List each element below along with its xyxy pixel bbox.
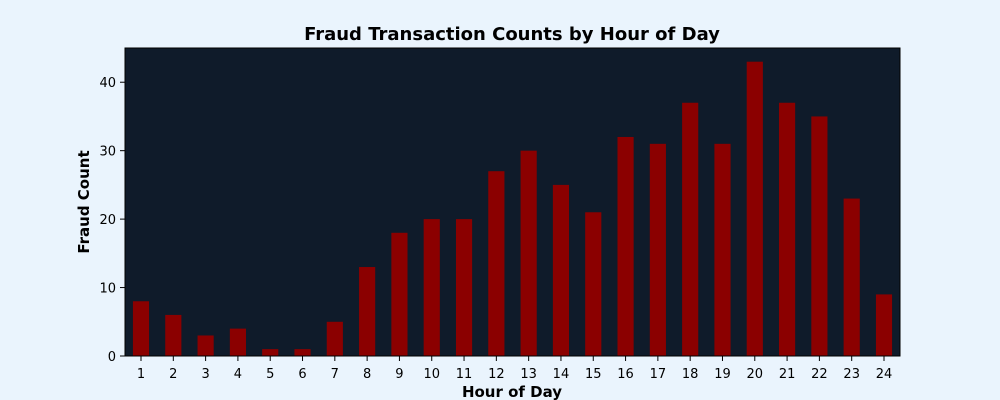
bar-hour-3 <box>197 335 214 356</box>
x-tick-label: 14 <box>553 367 570 382</box>
x-tick-label: 13 <box>520 367 537 382</box>
x-tick-label: 12 <box>488 367 505 382</box>
x-tick-label: 3 <box>201 367 209 382</box>
x-tick-label: 10 <box>423 367 440 382</box>
bar-hour-10 <box>423 219 440 356</box>
bar-hour-11 <box>455 219 473 356</box>
x-tick-label: 15 <box>585 367 602 382</box>
chart-title: Fraud Transaction Counts by Hour of Day <box>304 24 720 45</box>
x-tick-label: 17 <box>650 367 667 382</box>
x-tick-label: 11 <box>456 367 473 382</box>
bar-hour-5 <box>262 349 279 356</box>
y-axis-label: Fraud Count <box>75 150 93 253</box>
bar-hour-19 <box>714 143 731 356</box>
bar-hour-22 <box>811 116 828 356</box>
y-tick-label: 10 <box>99 282 116 297</box>
bar-hour-17 <box>649 143 666 356</box>
bars-group <box>132 61 893 356</box>
bar-hour-24 <box>875 294 893 356</box>
x-tick-label: 24 <box>876 367 893 382</box>
plot-area <box>125 48 900 356</box>
x-tick-label: 19 <box>714 367 731 382</box>
plot-frame <box>124 47 901 357</box>
x-tick-label: 23 <box>843 367 860 382</box>
x-tick-label: 7 <box>331 367 339 382</box>
bar-hour-20 <box>746 61 763 356</box>
bar-hour-4 <box>229 328 246 356</box>
bar-hour-8 <box>359 267 376 356</box>
bar-hour-13 <box>520 150 537 356</box>
y-tick-label: 30 <box>99 145 116 160</box>
bar-hour-23 <box>843 198 860 356</box>
bar-hour-1 <box>132 301 150 356</box>
bar-hour-18 <box>682 102 699 356</box>
x-tick-label: 16 <box>617 367 634 382</box>
axes-group: 1 2 3 4 5 6 7 8 9 10 11 12 13 14 15 16 17 18 19 20 21 22 23 240… <box>99 47 901 382</box>
x-tick-label: 8 <box>363 367 371 382</box>
x-tick-label: 9 <box>395 367 403 382</box>
x-tick-label: 4 <box>234 367 242 382</box>
x-tick-label: 2 <box>169 367 177 382</box>
y-tick-label: 40 <box>99 76 116 91</box>
bar-hour-9 <box>391 232 408 356</box>
bar-hour-2 <box>165 314 182 356</box>
bar-hour-21 <box>779 102 796 356</box>
x-tick-label: 18 <box>682 367 699 382</box>
y-tick-label: 0 <box>108 350 116 365</box>
bar-hour-6 <box>294 349 311 356</box>
bar-hour-12 <box>488 171 505 356</box>
bar-hour-7 <box>326 321 343 356</box>
x-tick-label: 20 <box>747 367 764 382</box>
bar-hour-14 <box>552 184 570 356</box>
x-tick-label: 21 <box>779 367 796 382</box>
x-tick-label: 6 <box>298 367 306 382</box>
x-tick-label: 1 <box>137 367 145 382</box>
bar-hour-15 <box>585 212 602 356</box>
y-tick-label: 20 <box>99 213 116 228</box>
bar-hour-16 <box>617 136 634 356</box>
x-tick-label: 5 <box>266 367 274 382</box>
x-axis-label: Hour of Day <box>462 383 562 400</box>
x-tick-label: 22 <box>811 367 828 382</box>
